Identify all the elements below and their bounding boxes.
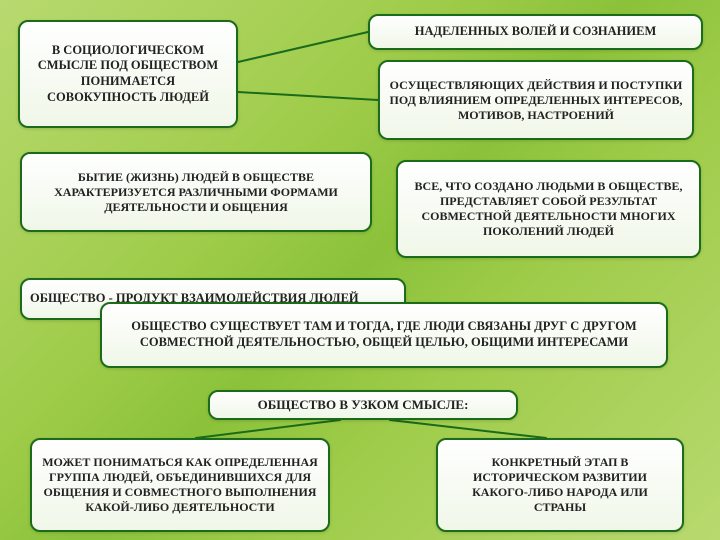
box-text: ОБЩЕСТВО СУЩЕСТВУЕТ ТАМ И ТОГДА, ГДЕ ЛЮД… (110, 319, 658, 350)
box-sociological-meaning: В СОЦИОЛОГИЧЕСКОМ СМЫСЛЕ ПОД ОБЩЕСТВОМ П… (18, 20, 238, 128)
box-text: НАДЕЛЕННЫХ ВОЛЕЙ И СОЗНАНИЕМ (415, 24, 657, 40)
box-being-life: БЫТИЕ (ЖИЗНЬ) ЛЮДЕЙ В ОБЩЕСТВЕ ХАРАКТЕРИ… (20, 152, 372, 232)
diagram-canvas: В СОЦИОЛОГИЧЕСКОМ СМЫСЛЕ ПОД ОБЩЕСТВОМ П… (0, 0, 720, 540)
box-narrow-sense-title: ОБЩЕСТВО В УЗКОМ СМЫСЛЕ: (208, 390, 518, 420)
box-text: КОНКРЕТНЫЙ ЭТАП В ИСТОРИЧЕСКОМ РАЗВИТИИ … (446, 455, 674, 515)
box-will-consciousness: НАДЕЛЕННЫХ ВОЛЕЙ И СОЗНАНИЕМ (368, 14, 703, 50)
box-society-exists: ОБЩЕСТВО СУЩЕСТВУЕТ ТАМ И ТОГДА, ГДЕ ЛЮД… (100, 302, 668, 368)
box-text: ОБЩЕСТВО В УЗКОМ СМЫСЛЕ: (258, 397, 469, 413)
box-text: МОЖЕТ ПОНИМАТЬСЯ КАК ОПРЕДЕЛЕННАЯ ГРУППА… (40, 455, 320, 515)
box-text: ВСЕ, ЧТО СОЗДАНО ЛЮДЬМИ В ОБЩЕСТВЕ, ПРЕД… (406, 179, 691, 239)
box-text: В СОЦИОЛОГИЧЕСКОМ СМЫСЛЕ ПОД ОБЩЕСТВОМ П… (28, 43, 228, 106)
box-text: ОСУЩЕСТВЛЯЮЩИХ ДЕЙСТВИЯ И ПОСТУПКИ ПОД В… (388, 78, 684, 123)
box-group-of-people: МОЖЕТ ПОНИМАТЬСЯ КАК ОПРЕДЕЛЕННАЯ ГРУППА… (30, 438, 330, 532)
box-historical-stage: КОНКРЕТНЫЙ ЭТАП В ИСТОРИЧЕСКОМ РАЗВИТИИ … (436, 438, 684, 532)
box-text: БЫТИЕ (ЖИЗНЬ) ЛЮДЕЙ В ОБЩЕСТВЕ ХАРАКТЕРИ… (30, 170, 362, 215)
box-actions-interests: ОСУЩЕСТВЛЯЮЩИХ ДЕЙСТВИЯ И ПОСТУПКИ ПОД В… (378, 60, 694, 140)
box-created-by-people: ВСЕ, ЧТО СОЗДАНО ЛЮДЬМИ В ОБЩЕСТВЕ, ПРЕД… (396, 160, 701, 258)
